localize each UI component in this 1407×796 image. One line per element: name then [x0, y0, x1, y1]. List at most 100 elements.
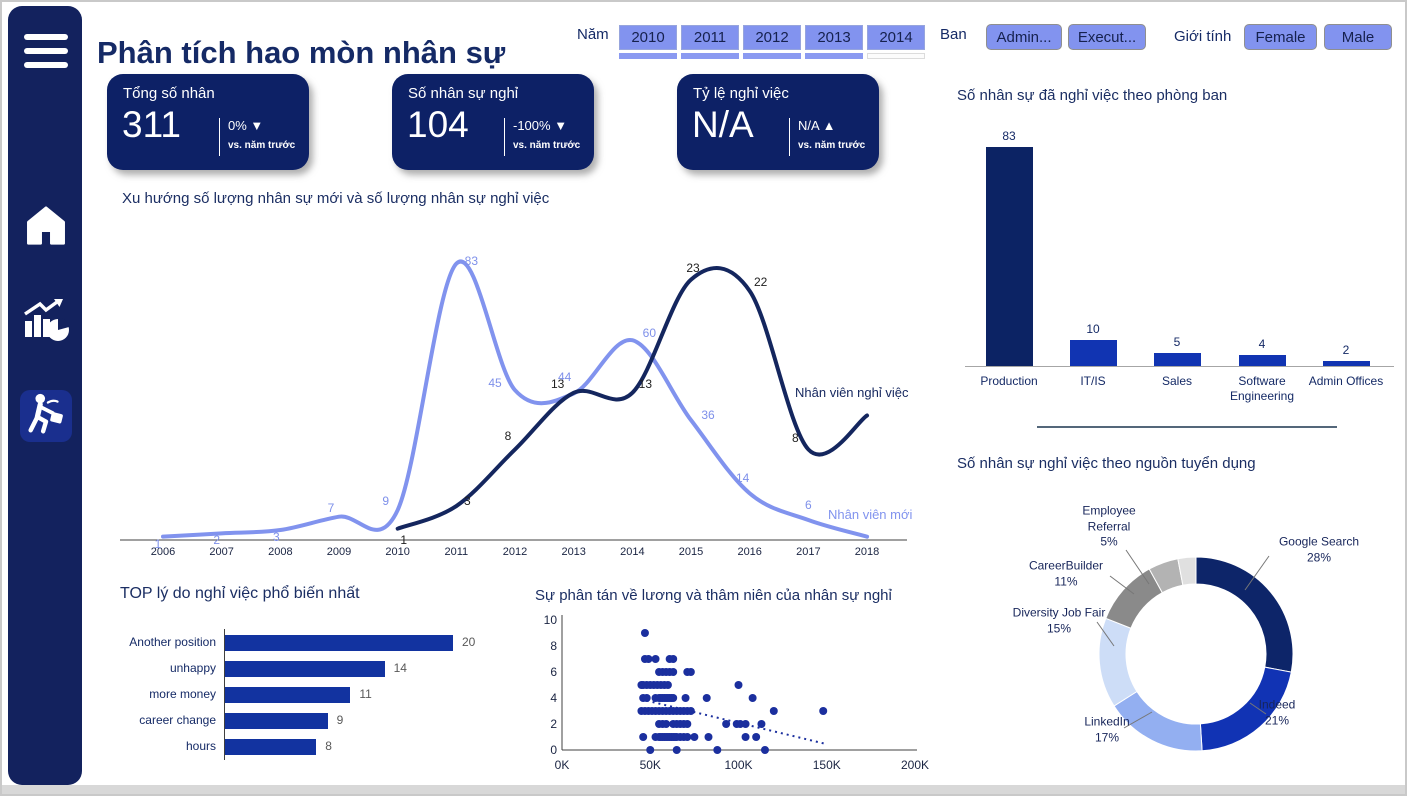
- scatter-point[interactable]: [760, 746, 769, 754]
- bar-value-label: 10: [1086, 321, 1100, 336]
- x-axis-label: 2016: [737, 546, 762, 558]
- bar-more-money[interactable]: [225, 687, 351, 703]
- bar-unhappy[interactable]: [225, 661, 385, 677]
- sidebar-item-attrition[interactable]: [20, 390, 72, 442]
- scatter-point[interactable]: [741, 720, 750, 728]
- data-point-label: 23: [686, 260, 700, 275]
- gender-button-female[interactable]: Female: [1244, 24, 1317, 50]
- department-button-executive[interactable]: Execut...: [1068, 24, 1146, 50]
- reason-label: hours: [185, 739, 216, 753]
- scatter-point[interactable]: [683, 733, 692, 741]
- triangle-down-icon: ▼: [554, 118, 568, 133]
- scatter-point[interactable]: [734, 681, 743, 689]
- year-button-2011[interactable]: 2011: [681, 25, 739, 50]
- page-title: Phân tích hao mòn nhân sự: [97, 34, 506, 70]
- scatter-point[interactable]: [686, 668, 695, 676]
- bar-category-label: Sales: [1161, 374, 1193, 388]
- bar-software-engineering[interactable]: [1238, 355, 1286, 366]
- bar-sales[interactable]: [1153, 352, 1201, 366]
- bar-category-label: IT/IS: [1080, 374, 1106, 388]
- scatter-point[interactable]: [672, 746, 681, 754]
- year-scrollbar-thumb[interactable]: [681, 53, 739, 59]
- sidebar-item-home[interactable]: [20, 202, 72, 254]
- gender-button-male[interactable]: Male: [1324, 24, 1392, 50]
- y-tick-label: 6: [550, 665, 557, 679]
- scatter-point[interactable]: [646, 746, 655, 754]
- x-tick-label: 50K: [639, 758, 661, 772]
- year-button-2013[interactable]: 2013: [805, 25, 863, 50]
- kpi-divider: [789, 118, 790, 156]
- scatter-point[interactable]: [713, 746, 722, 754]
- donut-slice-google-search[interactable]: [1195, 556, 1294, 673]
- scatter-point[interactable]: [752, 733, 761, 741]
- trend-line-leavers[interactable]: [395, 266, 870, 531]
- scatter-point[interactable]: [741, 733, 750, 741]
- kpi-title: Tỷ lệ nghỉ việc: [693, 85, 789, 102]
- donut-slice-other[interactable]: [1177, 556, 1197, 586]
- scatter-point[interactable]: [819, 707, 828, 715]
- trend-line-new-hires[interactable]: [161, 259, 870, 539]
- data-point-label: 6: [805, 498, 812, 513]
- scatter-point[interactable]: [757, 720, 766, 728]
- year-scrollbar-thumb[interactable]: [743, 53, 801, 59]
- salary-tenure-scatter-chart[interactable]: 0K 50K 100K 150K 200K 0 2 4 6 8 10: [527, 582, 929, 790]
- scatter-point[interactable]: [639, 733, 648, 741]
- menu-icon[interactable]: [24, 34, 68, 76]
- year-button-2014[interactable]: 2014: [867, 25, 925, 50]
- scatter-point[interactable]: [640, 629, 649, 637]
- bar-another-position[interactable]: [225, 635, 453, 651]
- year-scrollbar-track[interactable]: [867, 53, 925, 59]
- scatter-point[interactable]: [681, 694, 690, 702]
- x-axis-label: 2017: [796, 546, 821, 558]
- scatter-point[interactable]: [686, 707, 695, 715]
- donut-label-careerbuilder: CareerBuilder 11%: [1028, 558, 1104, 588]
- bar-career-change[interactable]: [225, 713, 328, 729]
- scatter-point[interactable]: [702, 694, 711, 702]
- reason-label: career change: [139, 713, 216, 727]
- year-scrollbar-thumb[interactable]: [619, 53, 677, 59]
- y-axis-line: [224, 629, 225, 760]
- bar-hours[interactable]: [225, 739, 317, 755]
- leave-reasons-bar-chart[interactable]: Another position 20 unhappy 14 more money 11 c…: [112, 582, 522, 782]
- bar-admin-offices[interactable]: [1322, 360, 1370, 366]
- x-axis-label: 2018: [854, 546, 880, 558]
- x-tick-label: 100K: [724, 758, 753, 772]
- scatter-point[interactable]: [644, 655, 653, 663]
- data-point-label: 83: [464, 253, 479, 268]
- scatter-point[interactable]: [663, 681, 672, 689]
- trend-line-chart[interactable]: Nhân viên nghỉ việc Nhân viên mới 2006 20…: [112, 227, 912, 572]
- kpi-card-leavers: Số nhân sự nghỉ 104 -100% ▼ vs. năm trướ…: [392, 74, 594, 170]
- scatter-point[interactable]: [748, 694, 757, 702]
- year-button-2010[interactable]: 2010: [619, 25, 677, 50]
- department-bar-chart[interactable]: 83 Production 10 IT/IS 5 Sales 4 Software Engin…: [952, 82, 1402, 417]
- triangle-down-icon: ▼: [250, 118, 264, 133]
- scatter-point[interactable]: [669, 655, 678, 663]
- x-axis-label: 2009: [326, 546, 352, 558]
- scatter-point[interactable]: [704, 733, 713, 741]
- scatter-point[interactable]: [662, 720, 671, 728]
- data-point-label: 8: [792, 431, 799, 446]
- sidebar-item-analytics[interactable]: [20, 298, 72, 350]
- year-scrollbar-thumb[interactable]: [805, 53, 863, 59]
- scatter-point[interactable]: [642, 694, 651, 702]
- analytics-chart-icon: [21, 297, 71, 352]
- scatter-point[interactable]: [722, 720, 731, 728]
- scatter-point[interactable]: [669, 668, 678, 676]
- data-point-label: 9: [382, 494, 390, 509]
- scatter-point[interactable]: [690, 733, 699, 741]
- scatter-point[interactable]: [669, 694, 678, 702]
- y-tick-label: 0: [550, 743, 557, 757]
- data-point-label: 1: [400, 532, 408, 547]
- year-button-2012[interactable]: 2012: [743, 25, 801, 50]
- kpi-divider: [504, 118, 505, 156]
- bar-it-is[interactable]: [1069, 339, 1117, 366]
- scatter-point[interactable]: [651, 655, 660, 663]
- scatter-point[interactable]: [769, 707, 778, 715]
- department-filter-label: Ban: [940, 26, 967, 43]
- bar-production[interactable]: [985, 147, 1033, 366]
- recruitment-source-donut-chart[interactable]: Google Search 28% Indeed 21% LinkedIn 17% Dive…: [952, 450, 1405, 794]
- kpi-delta: N/A: [798, 118, 819, 133]
- department-button-admin[interactable]: Admin...: [986, 24, 1062, 50]
- scatter-point[interactable]: [683, 720, 692, 728]
